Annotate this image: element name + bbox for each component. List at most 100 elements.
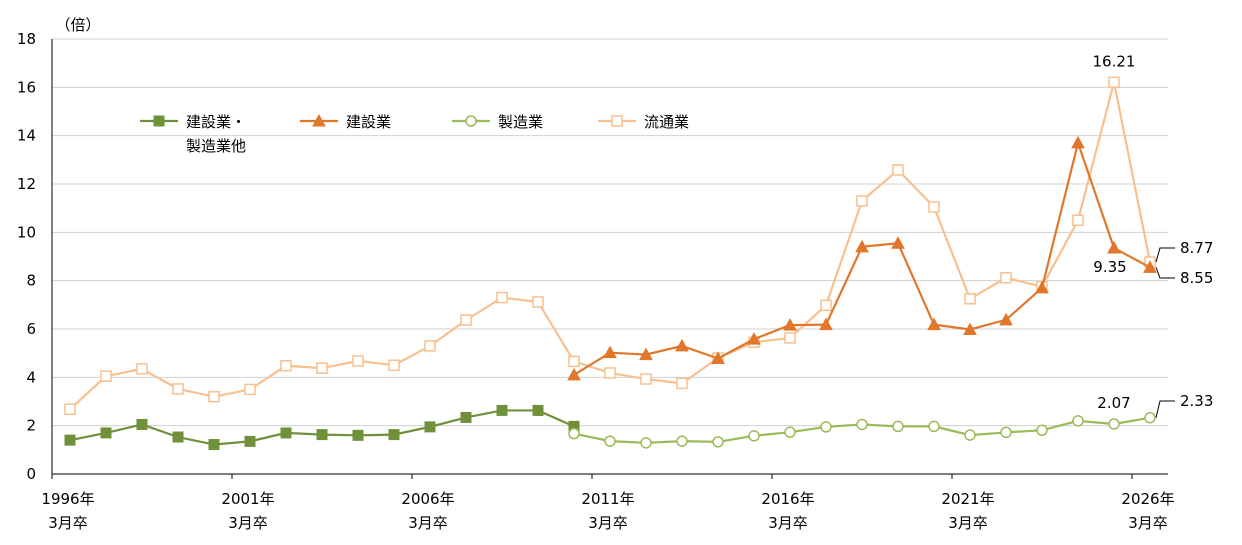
x-tick-label: 2011年 — [581, 490, 634, 508]
data-point — [1072, 214, 1084, 226]
data-point — [424, 340, 436, 352]
y-tick-label: 10 — [17, 223, 36, 241]
data-point — [64, 434, 76, 446]
data-point — [603, 345, 617, 359]
data-point — [1107, 240, 1121, 254]
data-point — [928, 201, 940, 213]
x-tick-sublabel: 3月卒 — [768, 514, 808, 532]
legend-label: 建設業 — [346, 113, 391, 131]
data-point — [676, 377, 688, 390]
x-tick-sublabel: 3月卒 — [1128, 514, 1168, 532]
data-point — [999, 312, 1013, 326]
data-point — [892, 420, 904, 433]
x-tick-label: 2006年 — [401, 490, 454, 508]
data-point — [172, 383, 184, 395]
data-point — [460, 314, 472, 326]
data-point — [1072, 415, 1084, 427]
y-tick-label: 18 — [17, 30, 36, 48]
data-point — [819, 317, 833, 331]
y-tick-labels: 0 2 4 6 8 10 12 14 16 18 — [17, 30, 36, 483]
data-point — [496, 291, 508, 304]
data-point — [784, 426, 796, 438]
series-line — [69, 81, 1152, 411]
y-tick-label: 0 — [26, 465, 36, 483]
data-point — [172, 431, 184, 443]
series-1 — [567, 135, 1157, 381]
data-point — [783, 318, 797, 331]
legend-item: 建設業 — [300, 113, 391, 131]
x-tick-sublabel: 3月卒 — [948, 514, 988, 532]
x-tick-sublabel: 3月卒 — [48, 514, 88, 532]
legend-label-2: 製造業他 — [186, 137, 246, 155]
data-point — [1143, 260, 1157, 273]
data-point — [424, 421, 436, 433]
data-point — [1000, 272, 1012, 284]
data-point — [820, 421, 832, 433]
y-tick-label: 12 — [17, 175, 36, 193]
data-point — [856, 195, 868, 207]
y-tick-label: 6 — [26, 320, 36, 338]
data-point — [100, 427, 112, 439]
data-point — [964, 293, 976, 305]
legend-marker — [153, 115, 165, 127]
data-point — [676, 435, 688, 447]
data-label: 16.21 — [1093, 52, 1136, 70]
data-point — [928, 420, 940, 433]
legend-item: 製造業 — [452, 113, 543, 131]
data-point — [280, 359, 292, 372]
data-label: 2.33 — [1180, 392, 1213, 410]
data-point — [1108, 418, 1120, 430]
data-point — [604, 367, 616, 379]
data-point — [1071, 135, 1085, 149]
legend-item: 建設業・製造業他 — [140, 113, 246, 155]
data-point — [675, 338, 689, 352]
legend-marker — [465, 115, 477, 127]
data-point — [892, 164, 904, 176]
data-label: 8.55 — [1180, 269, 1213, 287]
data-point — [316, 362, 328, 374]
legend-label: 流通業 — [644, 113, 689, 131]
data-point — [927, 317, 941, 331]
data-point — [640, 373, 652, 385]
x-tick-sublabel: 3月卒 — [588, 514, 628, 532]
data-point — [1108, 76, 1120, 89]
callout-leader — [1155, 247, 1175, 263]
gridlines — [52, 38, 1168, 427]
series-group — [64, 76, 1157, 451]
y-tick-label: 14 — [17, 127, 36, 145]
data-point — [244, 383, 256, 396]
legend-item: 流通業 — [598, 113, 689, 131]
x-tick-label: 1996年 — [41, 490, 94, 508]
x-tick-label: 2021年 — [941, 490, 994, 508]
y-unit-label: （倍） — [55, 16, 100, 34]
legend-label: 建設業・ — [186, 113, 246, 131]
legend-marker — [611, 115, 623, 127]
legend-label: 製造業 — [498, 113, 543, 131]
data-point — [352, 429, 364, 441]
data-point — [280, 427, 292, 439]
y-tick-label: 2 — [26, 417, 36, 435]
data-point — [820, 299, 832, 312]
x-tick-labels: 1996年 3月卒 2001年 3月卒 2006年 3月卒 2011年 3月卒 2016年 3月卒… — [41, 474, 1175, 532]
data-label: 2.07 — [1097, 394, 1130, 412]
data-point — [1036, 424, 1048, 437]
data-point — [855, 239, 869, 253]
data-point — [747, 332, 761, 345]
callout-leader — [1155, 267, 1175, 279]
data-point — [964, 429, 976, 441]
y-tick-label: 16 — [17, 78, 36, 96]
x-tick-sublabel: 3月卒 — [228, 514, 268, 532]
data-point — [352, 355, 364, 367]
data-point — [639, 347, 653, 361]
data-point — [532, 296, 544, 308]
callout-leader — [1155, 400, 1175, 418]
data-point — [388, 429, 400, 441]
data-point — [784, 332, 796, 344]
series-line — [573, 139, 1151, 376]
data-point — [532, 404, 544, 416]
data-label: 9.35 — [1093, 258, 1126, 276]
data-point — [1144, 411, 1156, 424]
data-point — [64, 403, 76, 415]
data-point — [244, 435, 256, 447]
